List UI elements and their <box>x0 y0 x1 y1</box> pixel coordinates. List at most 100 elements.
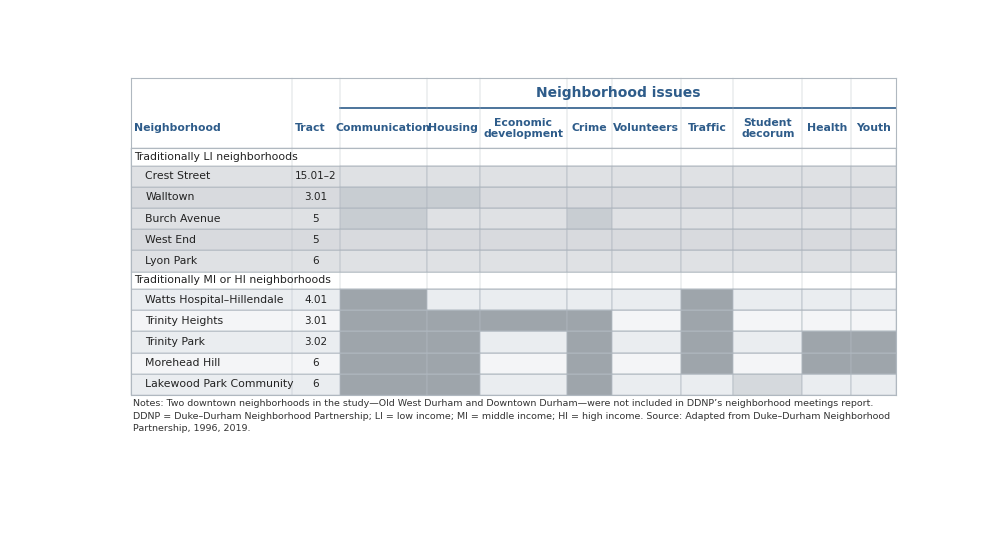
Bar <box>340 310 427 332</box>
Bar <box>427 310 480 332</box>
Text: West End: West End <box>145 235 196 245</box>
Bar <box>567 289 612 310</box>
Bar <box>681 166 733 187</box>
Bar <box>802 352 851 374</box>
Text: Crest Street: Crest Street <box>145 171 210 181</box>
Bar <box>733 289 802 310</box>
Text: 6: 6 <box>312 358 319 368</box>
Bar <box>612 187 681 208</box>
Bar <box>480 310 567 332</box>
Bar <box>851 332 896 352</box>
Bar <box>802 229 851 250</box>
Bar <box>681 208 733 229</box>
Bar <box>851 289 896 310</box>
Text: Youth: Youth <box>856 123 891 133</box>
Text: 5: 5 <box>312 235 319 245</box>
Text: 3.01: 3.01 <box>304 192 327 202</box>
Bar <box>567 374 612 395</box>
Bar <box>340 187 427 208</box>
Bar <box>131 166 896 187</box>
Bar <box>340 166 427 187</box>
Bar <box>131 272 896 289</box>
Bar <box>851 250 896 272</box>
Bar <box>340 250 427 272</box>
Bar <box>427 289 480 310</box>
Text: Traffic: Traffic <box>688 123 726 133</box>
Text: Morehead Hill: Morehead Hill <box>145 358 220 368</box>
Bar <box>851 374 896 395</box>
Text: 5: 5 <box>312 214 319 224</box>
Bar <box>612 374 681 395</box>
Bar <box>131 208 896 229</box>
Bar <box>851 208 896 229</box>
Bar <box>480 187 567 208</box>
Text: Neighborhood issues: Neighborhood issues <box>536 87 700 100</box>
Bar <box>567 208 612 229</box>
Bar <box>340 332 427 352</box>
Text: Burch Avenue: Burch Avenue <box>145 214 221 224</box>
Bar <box>851 310 896 332</box>
Bar <box>733 374 802 395</box>
Bar <box>802 208 851 229</box>
Bar <box>567 332 612 352</box>
Bar <box>131 289 896 310</box>
Bar <box>480 289 567 310</box>
Bar <box>567 250 612 272</box>
Bar <box>567 352 612 374</box>
Bar <box>131 78 896 108</box>
Text: Traditionally LI neighborhoods: Traditionally LI neighborhoods <box>134 152 298 162</box>
Text: 15.01–2: 15.01–2 <box>295 171 336 181</box>
Text: Notes: Two downtown neighborhoods in the study—Old West Durham and Downtown Durh: Notes: Two downtown neighborhoods in the… <box>133 399 890 433</box>
Text: Lakewood Park Community: Lakewood Park Community <box>145 380 294 389</box>
Bar <box>681 187 733 208</box>
Text: Housing: Housing <box>428 123 478 133</box>
Text: Trinity Park: Trinity Park <box>145 337 205 347</box>
Bar <box>802 289 851 310</box>
Text: Health: Health <box>807 123 847 133</box>
Text: 4.01: 4.01 <box>304 295 327 304</box>
Bar <box>681 374 733 395</box>
Bar <box>427 250 480 272</box>
Bar <box>733 187 802 208</box>
Bar <box>733 310 802 332</box>
Text: Tract: Tract <box>295 123 325 133</box>
Bar <box>131 310 896 332</box>
Bar <box>681 229 733 250</box>
Bar <box>681 332 733 352</box>
Bar <box>733 332 802 352</box>
Bar <box>851 187 896 208</box>
Text: 3.01: 3.01 <box>304 316 327 326</box>
Text: Trinity Heights: Trinity Heights <box>145 316 223 326</box>
Bar <box>851 229 896 250</box>
Bar <box>131 374 896 395</box>
Bar <box>733 208 802 229</box>
Bar <box>427 332 480 352</box>
Bar <box>427 374 480 395</box>
Text: Walltown: Walltown <box>145 192 195 202</box>
Bar <box>681 250 733 272</box>
Bar <box>131 187 896 208</box>
Bar <box>612 229 681 250</box>
Text: Traditionally MI or HI neighborhoods: Traditionally MI or HI neighborhoods <box>134 276 331 285</box>
Text: Lyon Park: Lyon Park <box>145 256 197 266</box>
Bar <box>480 374 567 395</box>
Bar <box>567 229 612 250</box>
Bar <box>480 166 567 187</box>
Text: Volunteers: Volunteers <box>613 123 679 133</box>
Bar <box>480 208 567 229</box>
Bar <box>612 208 681 229</box>
Bar <box>802 374 851 395</box>
Bar <box>851 166 896 187</box>
Bar <box>802 166 851 187</box>
Bar <box>612 250 681 272</box>
Bar <box>851 352 896 374</box>
Bar <box>340 289 427 310</box>
Bar <box>131 332 896 352</box>
Bar <box>733 229 802 250</box>
Bar <box>480 332 567 352</box>
Bar <box>567 187 612 208</box>
Bar <box>733 352 802 374</box>
Bar <box>340 208 427 229</box>
Bar <box>567 310 612 332</box>
Bar <box>681 310 733 332</box>
